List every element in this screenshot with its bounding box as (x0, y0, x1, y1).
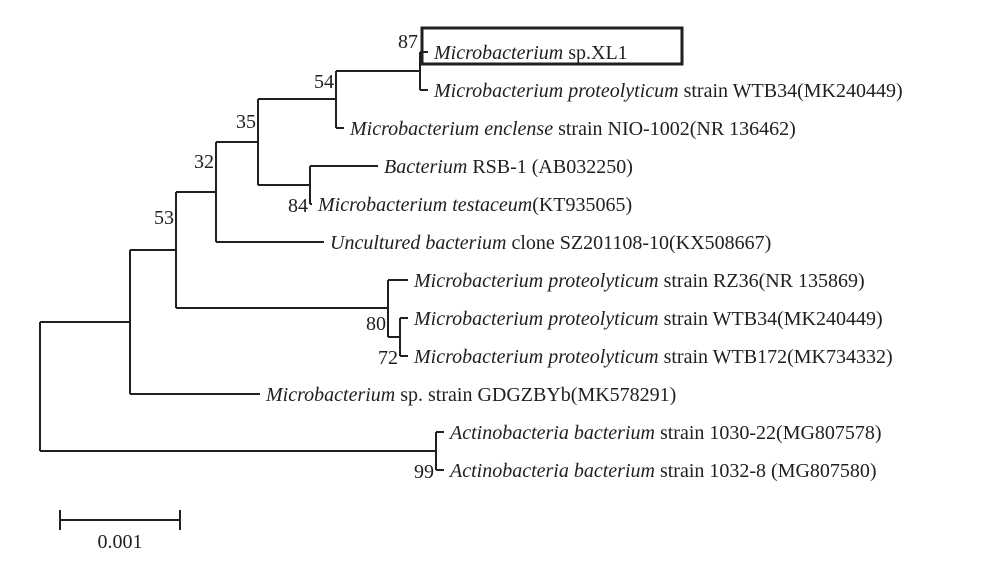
bootstrap-value: 87 (398, 31, 418, 53)
bootstrap-value: 32 (194, 151, 214, 173)
taxon-label: Microbacterium sp. strain GDGZBYb(MK5782… (265, 384, 676, 406)
bootstrap-value: 54 (314, 71, 334, 93)
taxon-label: Uncultured bacterium clone SZ201108-10(K… (330, 232, 771, 254)
taxon-label: Microbacterium testaceum(KT935065) (317, 194, 632, 216)
scale-bar-label: 0.001 (98, 531, 143, 553)
taxon-label: Microbacterium proteolyticum strain WTB3… (413, 308, 883, 330)
taxon-label: Microbacterium proteolyticum strain WTB1… (413, 346, 893, 368)
taxon-label: Actinobacteria bacterium strain 1032-8 (… (448, 460, 877, 482)
taxon-label: Microbacterium proteolyticum strain RZ36… (413, 270, 865, 292)
taxon-label: Actinobacteria bacterium strain 1030-22(… (448, 422, 882, 444)
taxon-label: Microbacterium sp.XL1 (433, 42, 628, 64)
taxon-label: Bacterium RSB-1 (AB032250) (384, 156, 633, 178)
bootstrap-value: 84 (288, 195, 308, 217)
bootstrap-value: 35 (236, 111, 256, 133)
taxon-label: Microbacterium proteolyticum strain WTB3… (433, 80, 903, 102)
bootstrap-value: 53 (154, 207, 174, 229)
bootstrap-value: 72 (378, 347, 398, 369)
phylogenetic-tree: 87 54 84 35 32 72 80 53 99 Microbacterium sp.XL1 M… (0, 0, 1000, 576)
bootstrap-value: 80 (366, 313, 386, 335)
bootstrap-value: 99 (414, 461, 434, 483)
taxon-label: Microbacterium enclense strain NIO-1002(… (349, 118, 796, 140)
